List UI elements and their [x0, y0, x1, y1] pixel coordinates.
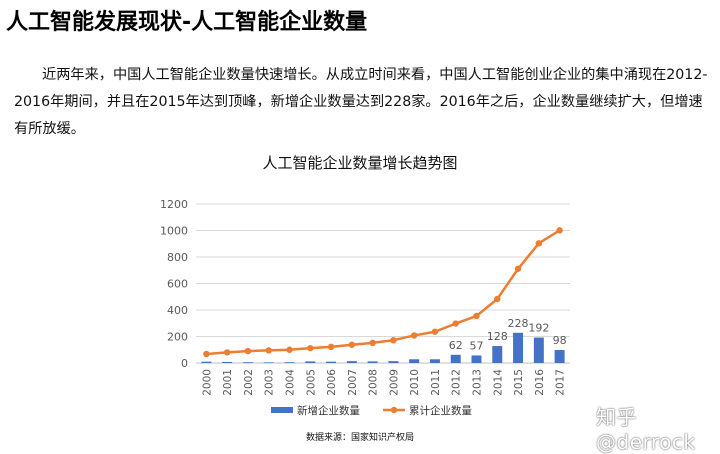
bar: [492, 346, 503, 363]
y-tick-label: 1000: [160, 225, 188, 238]
line-point: [327, 343, 335, 351]
line-series: [206, 229, 561, 356]
y-tick-label: 0: [181, 357, 188, 370]
bar: [222, 361, 233, 363]
page-heading: 人工智能发展现状-人工智能企业数量: [6, 10, 368, 35]
x-tick-label: 2002: [243, 369, 255, 396]
line-point: [390, 337, 397, 344]
x-tick-label: 2010: [409, 369, 421, 396]
bar: [513, 332, 524, 363]
line-point: [223, 349, 231, 356]
y-tick-label: 1200: [160, 198, 188, 211]
line-point: [203, 350, 210, 358]
bar-data-label: 98: [553, 334, 567, 347]
legend-marker-line: [390, 406, 398, 414]
x-tick-label: 2014: [492, 369, 504, 396]
bar: [409, 359, 420, 363]
line-point: [514, 265, 522, 272]
legend-label-line: 累计企业数量: [409, 404, 472, 417]
bar-data-label: 62: [449, 339, 463, 352]
bar: [533, 337, 544, 363]
line-point: [286, 346, 293, 353]
bar: [554, 350, 565, 363]
bar-data-label: 192: [528, 322, 549, 335]
y-tick-label: 800: [167, 251, 188, 264]
x-tick-label: 2017: [555, 369, 567, 396]
legend-label-bar: 新增企业数量: [297, 404, 360, 417]
line-point: [410, 332, 418, 339]
x-tick-label: 2006: [326, 369, 338, 396]
intro-paragraph-text: 近两年来，中国人工智能企业数量快速增长。从成立时间来看，中国人工智能创业企业的集…: [14, 67, 708, 137]
x-tick-label: 2004: [285, 369, 297, 396]
line-point: [244, 347, 252, 355]
bar-data-label: 228: [508, 317, 529, 330]
y-tick-label: 200: [167, 331, 188, 344]
y-tick-label: 400: [167, 304, 188, 317]
bar: [471, 355, 482, 363]
x-tick-label: 2012: [451, 369, 463, 396]
bar: [242, 362, 253, 363]
line-point: [473, 312, 480, 320]
line-point: [369, 339, 376, 347]
line-point: [535, 240, 543, 247]
legend-swatch-bar: [271, 407, 293, 413]
x-tick-label: 2000: [201, 369, 213, 396]
x-tick-label: 2001: [222, 369, 234, 396]
line-point: [452, 320, 459, 327]
line-point: [307, 344, 314, 352]
x-tick-label: 2005: [305, 369, 317, 396]
bar: [346, 361, 357, 363]
bar: [388, 361, 399, 363]
x-tick-label: 2013: [472, 369, 484, 396]
bar: [284, 362, 295, 363]
watermark: 知乎 @derrock: [596, 405, 696, 454]
line-point: [556, 227, 563, 234]
data-source: 数据来源：国家知识产权局: [305, 433, 414, 443]
line-point: [265, 347, 272, 354]
x-tick-label: 2009: [388, 369, 400, 396]
bar-data-label: 128: [487, 330, 508, 343]
x-tick-label: 2007: [347, 369, 359, 396]
chart-title: 人工智能企业数量增长趋势图: [262, 154, 458, 172]
x-tick-label: 2003: [264, 369, 276, 396]
x-tick-label: 2011: [430, 369, 442, 396]
bar-data-label: 57: [470, 339, 484, 352]
y-tick-label: 600: [167, 278, 188, 291]
bar: [450, 354, 461, 363]
bar: [367, 361, 378, 363]
x-tick-label: 2016: [534, 369, 546, 396]
intro-paragraph: 近两年来，中国人工智能企业数量快速增长。从成立时间来看，中国人工智能创业企业的集…: [14, 62, 714, 143]
x-tick-label: 2015: [513, 369, 525, 396]
x-tick-label: 2008: [368, 369, 380, 396]
line-point: [431, 328, 439, 335]
bar: [201, 361, 212, 363]
line-point: [494, 295, 501, 303]
bar: [263, 362, 274, 363]
bar: [326, 361, 337, 363]
line-point: [348, 341, 356, 348]
bar: [305, 361, 316, 363]
bar: [429, 359, 440, 363]
